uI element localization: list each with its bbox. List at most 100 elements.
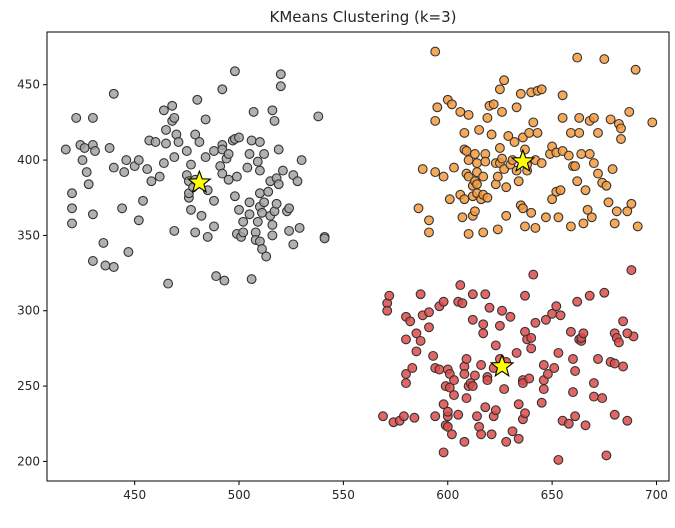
point-orange-88 bbox=[547, 194, 558, 205]
point-gray-90 bbox=[244, 149, 255, 159]
point-gray-135 bbox=[319, 233, 330, 244]
point-red-81 bbox=[513, 433, 524, 444]
point-red-53 bbox=[467, 314, 478, 325]
point-orange-57 bbox=[499, 75, 510, 86]
point-red-137 bbox=[622, 328, 633, 339]
point-gray-56 bbox=[190, 129, 201, 140]
point-orange-82 bbox=[532, 127, 543, 138]
y-tick-label-200: 200 bbox=[17, 454, 40, 468]
point-gray-8 bbox=[81, 167, 92, 178]
point-gray-36 bbox=[161, 138, 171, 149]
point-orange-55 bbox=[497, 153, 507, 164]
point-red-117 bbox=[578, 328, 589, 339]
point-red-3 bbox=[384, 290, 395, 301]
point-gray-115 bbox=[267, 105, 278, 116]
point-orange-121 bbox=[611, 206, 622, 217]
point-red-129 bbox=[609, 409, 620, 420]
point-gray-21 bbox=[119, 167, 130, 178]
centroid-gray-star bbox=[186, 169, 212, 194]
point-red-66 bbox=[486, 429, 497, 440]
point-orange-14 bbox=[455, 106, 466, 117]
point-gray-13 bbox=[87, 209, 98, 220]
point-orange-105 bbox=[578, 218, 589, 229]
point-gray-60 bbox=[196, 210, 207, 221]
point-gray-102 bbox=[254, 188, 265, 199]
point-red-113 bbox=[572, 296, 583, 307]
point-orange-3 bbox=[424, 215, 434, 226]
point-gray-55 bbox=[190, 227, 201, 238]
point-gray-0 bbox=[60, 144, 71, 155]
point-red-105 bbox=[555, 310, 566, 321]
point-red-65 bbox=[484, 302, 495, 313]
point-red-27 bbox=[438, 399, 449, 410]
point-orange-37 bbox=[478, 171, 489, 182]
point-red-128 bbox=[609, 358, 620, 369]
point-red-89 bbox=[524, 373, 535, 384]
point-red-58 bbox=[476, 360, 487, 370]
point-red-36 bbox=[444, 382, 455, 393]
point-red-0 bbox=[378, 411, 388, 422]
point-red-60 bbox=[478, 319, 489, 330]
point-gray-101 bbox=[254, 165, 265, 176]
point-orange-39 bbox=[478, 227, 489, 238]
point-gray-87 bbox=[238, 227, 249, 238]
point-red-61 bbox=[480, 402, 491, 413]
point-gray-6 bbox=[77, 155, 88, 166]
point-orange-128 bbox=[632, 221, 643, 232]
point-orange-112 bbox=[588, 112, 599, 123]
point-gray-66 bbox=[209, 195, 219, 206]
point-gray-89 bbox=[242, 162, 253, 173]
point-orange-59 bbox=[501, 210, 512, 221]
point-orange-45 bbox=[486, 129, 497, 140]
point-orange-18 bbox=[459, 194, 470, 205]
point-orange-103 bbox=[574, 112, 585, 123]
point-orange-98 bbox=[565, 127, 576, 138]
point-gray-109 bbox=[261, 251, 272, 262]
point-red-110 bbox=[568, 387, 578, 398]
point-orange-8 bbox=[438, 171, 449, 182]
point-orange-66 bbox=[513, 176, 524, 187]
point-red-6 bbox=[398, 411, 409, 422]
point-red-108 bbox=[565, 326, 576, 337]
point-orange-110 bbox=[586, 212, 597, 223]
point-gray-71 bbox=[217, 168, 228, 179]
point-red-24 bbox=[434, 364, 445, 375]
point-red-62 bbox=[480, 289, 491, 300]
point-red-16 bbox=[415, 335, 426, 346]
point-orange-41 bbox=[480, 156, 491, 167]
y-tick-label-300: 300 bbox=[17, 304, 40, 318]
point-gray-120 bbox=[273, 144, 284, 155]
point-gray-108 bbox=[259, 197, 270, 208]
point-gray-99 bbox=[252, 156, 263, 167]
point-gray-4 bbox=[71, 112, 82, 123]
point-red-71 bbox=[494, 320, 505, 331]
point-red-8 bbox=[401, 334, 411, 345]
point-gray-132 bbox=[296, 155, 307, 166]
point-orange-108 bbox=[584, 149, 595, 159]
point-red-85 bbox=[520, 290, 530, 301]
point-orange-92 bbox=[555, 185, 566, 196]
point-red-39 bbox=[449, 390, 459, 401]
point-gray-85 bbox=[234, 132, 244, 143]
point-gray-57 bbox=[192, 94, 203, 105]
point-red-104 bbox=[553, 347, 564, 358]
point-gray-130 bbox=[292, 176, 303, 187]
point-red-101 bbox=[549, 363, 560, 373]
point-orange-130 bbox=[630, 64, 641, 75]
point-gray-42 bbox=[169, 112, 180, 123]
point-red-52 bbox=[467, 289, 478, 300]
point-gray-107 bbox=[259, 149, 270, 159]
point-red-37 bbox=[446, 429, 457, 440]
point-red-47 bbox=[461, 393, 472, 404]
point-orange-72 bbox=[520, 221, 530, 232]
point-red-10 bbox=[401, 369, 411, 379]
centroid-red-star bbox=[489, 353, 515, 378]
x-tick-label-450: 450 bbox=[123, 488, 146, 502]
point-red-134 bbox=[622, 415, 633, 426]
point-red-2 bbox=[382, 305, 393, 316]
point-orange-107 bbox=[582, 204, 593, 215]
point-gray-22 bbox=[117, 203, 128, 214]
point-red-102 bbox=[551, 301, 562, 312]
x-tick-label-600: 600 bbox=[436, 488, 459, 502]
